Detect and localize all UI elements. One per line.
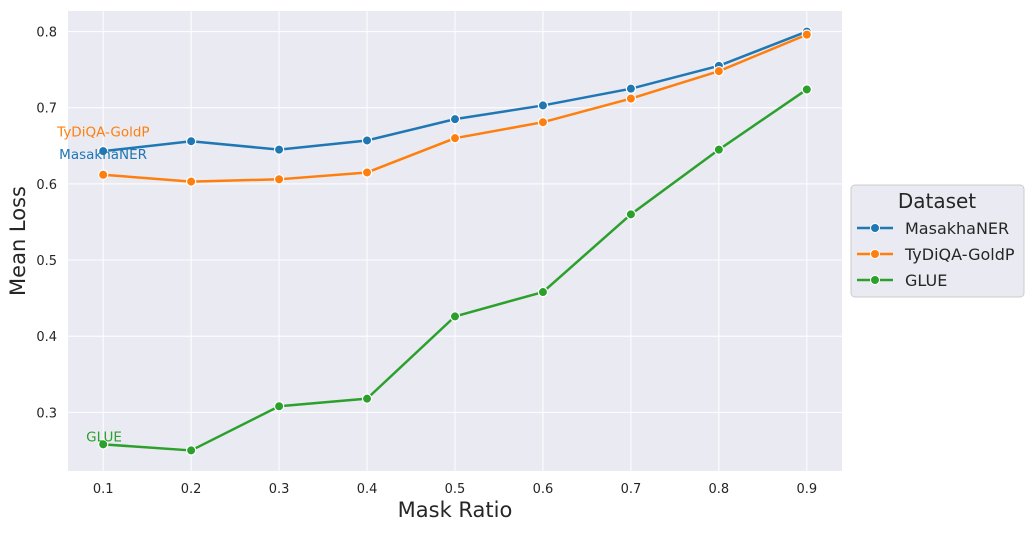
data-point <box>97 439 109 450</box>
series-glue <box>97 84 813 456</box>
legend-title: Dataset <box>898 189 976 213</box>
data-point <box>273 174 285 185</box>
x-axis-label: Mask Ratio <box>398 498 513 522</box>
series-tydiqa-goldp <box>97 29 813 187</box>
data-point <box>185 176 197 187</box>
legend-item: TyDiQA-GoldP <box>857 245 1015 264</box>
y-tick-label: 0.6 <box>36 178 57 193</box>
data-point <box>361 167 373 178</box>
series-lines <box>97 26 813 456</box>
x-tick-label: 0.9 <box>796 482 817 497</box>
data-point <box>185 445 197 456</box>
data-point <box>801 29 813 40</box>
y-tick-label: 0.5 <box>36 254 57 269</box>
legend-item: MasakhaNER <box>857 219 1009 238</box>
x-tick-label: 0.5 <box>445 482 466 497</box>
x-tick-label: 0.2 <box>181 482 202 497</box>
x-tick-label: 0.3 <box>269 482 290 497</box>
annotation-label: GLUE <box>86 429 122 445</box>
data-point <box>537 286 549 298</box>
data-point <box>537 100 549 111</box>
data-point <box>449 311 461 322</box>
data-point <box>625 209 637 220</box>
data-point <box>801 84 813 95</box>
data-point <box>273 401 285 412</box>
data-point <box>537 116 549 128</box>
data-point <box>449 113 461 125</box>
data-point <box>713 65 725 77</box>
legend-marker <box>870 275 880 285</box>
legend: Dataset MasakhaNER TyDiQA-GoldP GLUE <box>850 184 1025 298</box>
annotation-label: MasakhaNER <box>59 147 147 163</box>
legend-items: MasakhaNER TyDiQA-GoldP GLUE <box>857 219 1015 290</box>
data-point <box>361 393 373 404</box>
series-annotations: MasakhaNER TyDiQA-GoldP GLUE <box>56 125 149 446</box>
data-point <box>97 169 109 180</box>
y-axis-label: Mean Loss <box>6 186 30 296</box>
y-tick-label: 0.7 <box>36 102 57 117</box>
annotation-label: TyDiQA-GoldP <box>56 125 149 141</box>
data-point <box>625 93 637 104</box>
series-masakhaner <box>97 26 813 157</box>
data-point <box>713 144 725 155</box>
y-tick-label: 0.8 <box>36 26 57 41</box>
data-point <box>625 83 637 94</box>
legend-item: GLUE <box>857 271 947 290</box>
y-tick-label: 0.3 <box>36 406 57 421</box>
legend-marker <box>870 223 880 233</box>
data-point <box>449 132 461 144</box>
legend-marker <box>870 249 880 259</box>
data-point <box>361 135 373 146</box>
tick-labels: 0.1 0.2 0.3 0.4 0.5 0.6 0.7 0.8 0.9 0.3 0.4 0.5 0.6 0… <box>36 26 817 497</box>
legend-label: MasakhaNER <box>905 219 1009 238</box>
x-tick-label: 0.4 <box>357 482 378 497</box>
data-point <box>97 145 109 157</box>
x-tick-label: 0.8 <box>709 482 730 497</box>
y-tick-label: 0.4 <box>36 330 57 345</box>
legend-label: GLUE <box>905 271 947 290</box>
x-tick-label: 0.1 <box>93 482 114 497</box>
x-tick-label: 0.6 <box>533 482 554 497</box>
legend-box <box>850 184 1025 298</box>
x-tick-label: 0.7 <box>621 482 642 497</box>
data-point <box>185 136 197 147</box>
data-point <box>273 144 285 155</box>
legend-label: TyDiQA-GoldP <box>904 245 1015 264</box>
